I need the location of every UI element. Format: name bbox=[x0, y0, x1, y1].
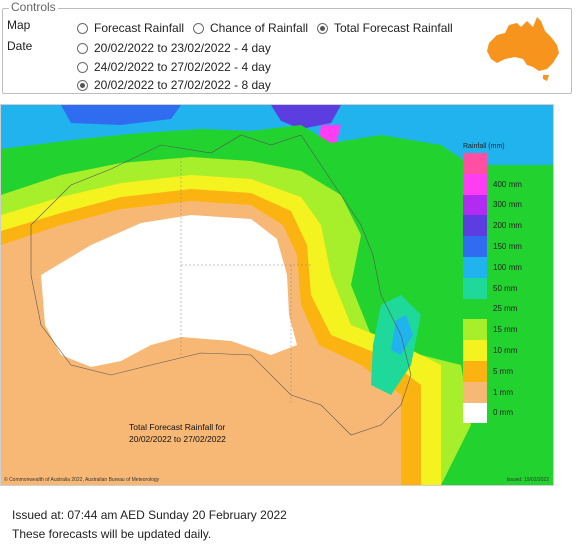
legend-swatch bbox=[463, 402, 487, 424]
legend-swatch bbox=[463, 277, 487, 299]
radio-dot bbox=[77, 42, 88, 54]
radio-date-20-27[interactable]: 20/02/2022 to 27/02/2022 - 8 day bbox=[77, 78, 271, 92]
legend-swatch bbox=[463, 319, 487, 341]
legend-swatch bbox=[463, 256, 487, 278]
legend-row: 5 mm bbox=[463, 360, 551, 382]
controls-panel: Controls Map Date Forecast Rainfall Chan… bbox=[2, 0, 572, 94]
legend-row: 0 mm bbox=[463, 402, 551, 424]
legend-label: 150 mm bbox=[493, 242, 522, 252]
radio-dot-selected bbox=[317, 22, 328, 34]
legend-row: 150 mm bbox=[463, 236, 551, 257]
legend-label: 400 mm bbox=[493, 179, 522, 189]
legend-row: 400 mm bbox=[463, 173, 551, 195]
legend-label: 100 mm bbox=[493, 262, 522, 272]
legend-title: Rainfall (mm) bbox=[463, 143, 505, 150]
radio-forecast-rainfall[interactable]: Forecast Rainfall bbox=[77, 21, 184, 35]
radio-dot bbox=[77, 22, 88, 34]
legend-row: 200 mm bbox=[463, 215, 551, 237]
legend-rows: 400 mm 300 mm 200 mm 150 mm 100 mm 50 mm 25 mm… bbox=[463, 153, 551, 424]
controls-legend: Controls bbox=[9, 0, 58, 14]
radio-label: Forecast Rainfall bbox=[94, 21, 185, 35]
rainfall-map-graphic bbox=[1, 105, 553, 485]
map-caption: Total Forecast Rainfall for 20/02/2022 t… bbox=[129, 421, 226, 445]
legend-label: 0 mm bbox=[493, 408, 513, 418]
radio-chance-of-rainfall[interactable]: Chance of Rainfall bbox=[193, 21, 308, 35]
radio-label: Total Forecast Rainfall bbox=[334, 21, 453, 35]
legend-label: 300 mm bbox=[493, 200, 522, 210]
legend-swatch bbox=[463, 298, 487, 320]
radio-date-20-23[interactable]: 20/02/2022 to 23/02/2022 - 4 day bbox=[77, 41, 271, 55]
map-caption-line1: Total Forecast Rainfall for bbox=[129, 422, 226, 432]
australia-map-icon[interactable] bbox=[483, 13, 565, 85]
legend-swatch bbox=[463, 340, 487, 361]
rainfall-legend: Rainfall (mm) 400 mm 300 mm 200 mm 150 mm 10… bbox=[463, 143, 551, 424]
legend-label: 5 mm bbox=[493, 366, 513, 376]
map-issued-small: Issued: 19/02/2022 bbox=[506, 477, 549, 483]
radio-dot bbox=[77, 61, 88, 73]
legend-label: 10 mm bbox=[493, 346, 518, 356]
radio-label: 24/02/2022 to 27/02/2022 - 4 day bbox=[94, 60, 271, 74]
legend-swatch bbox=[463, 173, 487, 195]
legend-label: 200 mm bbox=[493, 221, 522, 231]
map-row-label: Map bbox=[7, 18, 31, 32]
map-copyright: © Commonwealth of Australia 2022, Austra… bbox=[4, 477, 160, 483]
radio-total-forecast-rainfall[interactable]: Total Forecast Rainfall bbox=[317, 21, 453, 35]
legend-row: 15 mm bbox=[463, 319, 551, 341]
radio-label: 20/02/2022 to 27/02/2022 - 8 day bbox=[94, 78, 271, 92]
legend-row bbox=[463, 153, 551, 174]
legend-swatch bbox=[463, 194, 487, 216]
legend-row: 100 mm bbox=[463, 256, 551, 278]
legend-row: 1 mm bbox=[463, 381, 551, 403]
issued-timestamp: Issued at: 07:44 am AED Sunday 20 Februa… bbox=[12, 508, 287, 522]
radio-label: 20/02/2022 to 23/02/2022 - 4 day bbox=[94, 41, 271, 55]
map-caption-line2: 20/02/2022 to 27/02/2022 bbox=[129, 434, 226, 444]
legend-label: 15 mm bbox=[493, 325, 518, 335]
legend-label: 1 mm bbox=[493, 387, 513, 397]
legend-swatch bbox=[463, 360, 487, 382]
radio-label: Chance of Rainfall bbox=[210, 21, 309, 35]
radio-dot bbox=[193, 22, 204, 34]
legend-label: 25 mm bbox=[493, 304, 518, 314]
legend-row: 50 mm bbox=[463, 277, 551, 299]
date-row-label: Date bbox=[7, 39, 33, 53]
legend-row: 10 mm bbox=[463, 340, 551, 361]
radio-date-24-27[interactable]: 24/02/2022 to 27/02/2022 - 4 day bbox=[77, 60, 271, 74]
radio-dot-selected bbox=[77, 79, 88, 91]
legend-swatch bbox=[463, 153, 487, 174]
legend-row: 300 mm bbox=[463, 194, 551, 216]
legend-label: 50 mm bbox=[493, 283, 518, 293]
legend-swatch bbox=[463, 381, 487, 403]
legend-row: 25 mm bbox=[463, 298, 551, 320]
rainfall-map: Rainfall (mm) 400 mm 300 mm 200 mm 150 mm 10… bbox=[0, 104, 554, 486]
update-note: These forecasts will be updated daily. bbox=[12, 527, 212, 541]
legend-swatch bbox=[463, 215, 487, 237]
legend-swatch bbox=[463, 236, 487, 257]
